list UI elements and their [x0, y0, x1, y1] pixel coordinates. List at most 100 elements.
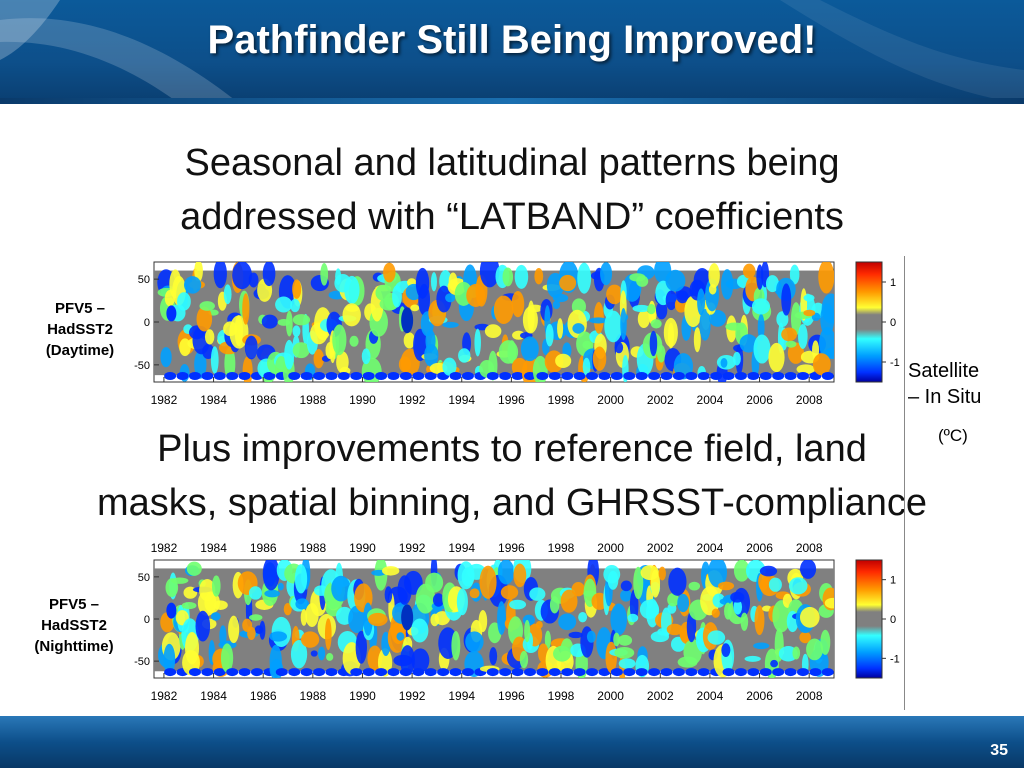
anomaly-patch [600, 262, 613, 286]
anomaly-patch [262, 262, 276, 287]
anomaly-patch [740, 612, 749, 631]
x-tick-label-top: 1986 [250, 541, 277, 555]
anomaly-patch [667, 593, 680, 607]
heatmap-field [154, 262, 834, 382]
strong-negative-anomaly [401, 307, 414, 334]
anomaly-patch [806, 638, 824, 661]
anomaly-patch [400, 645, 415, 676]
units-insitu: – In Situ [908, 386, 982, 408]
southern-edge-patch [511, 372, 524, 380]
anomaly-patch [244, 335, 258, 360]
y-tick-label: 50 [138, 274, 150, 286]
anomaly-patch [657, 345, 666, 363]
anomaly-patch [170, 577, 189, 584]
anomaly-patch [290, 298, 301, 313]
anomaly-patch [586, 630, 596, 643]
anomaly-patch [285, 310, 293, 337]
anomaly-patch [332, 324, 347, 356]
anomaly-patch [788, 577, 808, 595]
anomaly-patch [300, 631, 320, 648]
anomaly-patch [248, 272, 259, 288]
anomaly-patch [592, 346, 607, 371]
y-tick-label: -50 [134, 360, 150, 372]
southern-edge-patch [672, 372, 685, 380]
anomaly-patch [649, 330, 658, 357]
anomaly-patch [479, 565, 497, 599]
colorbar-tick-label: -1 [890, 653, 900, 665]
anomaly-patch [577, 262, 592, 294]
anomaly-patch [744, 655, 761, 662]
southern-edge-patch [660, 372, 673, 380]
southern-edge-patch [486, 668, 499, 677]
colorbar-units-label: Satellite – In Situ [908, 358, 981, 410]
anomaly-patch [199, 301, 215, 311]
anomaly-patch [261, 314, 278, 329]
anomaly-patch [620, 589, 632, 602]
anomaly-patch [720, 357, 728, 368]
southern-edge-patch [313, 668, 326, 677]
southern-edge-patch [685, 668, 698, 677]
vertical-divider [904, 256, 905, 710]
early-negative-anomaly [166, 602, 177, 619]
southern-edge-patch [188, 372, 201, 380]
anomaly-patch [436, 285, 452, 313]
anomaly-patch [177, 292, 191, 311]
anomaly-patch [160, 347, 172, 368]
nighttime-panel-label: PFV5 – HadSST2 (Nighttime) [12, 594, 136, 657]
southern-edge-patch [449, 372, 462, 380]
anomaly-patch [614, 646, 635, 659]
southern-edge-patch [710, 372, 723, 380]
x-tick-label: 2004 [697, 689, 724, 703]
units-satellite: Satellite [908, 360, 980, 382]
anomaly-patch [432, 593, 445, 607]
nighttime-label-3: (Nighttime) [34, 638, 114, 655]
anomaly-patch [469, 588, 480, 599]
x-tick-label: 1994 [448, 689, 475, 703]
anomaly-patch [277, 582, 284, 591]
anomaly-patch [497, 601, 506, 635]
anomaly-patch [582, 340, 592, 350]
anomaly-patch [555, 353, 572, 368]
anomaly-patch [732, 351, 741, 366]
anomaly-patch [544, 630, 551, 649]
anomaly-patch [568, 631, 583, 639]
anomaly-patch [500, 585, 519, 600]
anomaly-patch [572, 323, 585, 334]
anomaly-patch [434, 611, 451, 626]
southern-edge-patch [747, 372, 760, 380]
anomaly-patch [195, 610, 211, 642]
anomaly-patch [232, 262, 252, 290]
southern-edge-patch [610, 668, 623, 677]
southern-edge-patch [350, 668, 363, 677]
anomaly-patch [688, 581, 701, 591]
daytime-heatmap-chart: 50 0 -50 1982 1984 1986 1988 1990 1992 1994 1996 19… [134, 261, 900, 407]
southern-edge-patch [350, 372, 363, 380]
anomaly-patch [668, 567, 687, 596]
southern-edge-patch [325, 372, 338, 380]
anomaly-patch [553, 645, 571, 662]
southern-edge-patch [238, 372, 251, 380]
anomaly-patch [382, 566, 400, 576]
southern-edge-patch [561, 668, 574, 677]
southern-edge-patch [213, 372, 226, 380]
bullet-text-3: Plus improvements to reference field, la… [157, 428, 867, 470]
anomaly-patch [479, 262, 500, 288]
southern-edge-patch [697, 668, 710, 677]
x-tick-label: 2002 [647, 689, 674, 703]
southern-edge-patch [796, 372, 809, 380]
southern-edge-patch [362, 372, 375, 380]
slide-footer [0, 716, 1024, 768]
anomaly-patch [820, 629, 831, 655]
anomaly-patch [647, 303, 656, 315]
anomaly-patch [413, 328, 428, 362]
anomaly-patch [620, 580, 632, 592]
southern-edge-patch [300, 668, 313, 677]
bullet-line-2: Plus improvements to reference field, la… [0, 422, 1024, 530]
anomaly-patch [186, 561, 202, 576]
x-tick-label-top: 1982 [151, 541, 178, 555]
anomaly-patch [686, 611, 697, 643]
southern-edge-patch [226, 372, 239, 380]
x-tick-label: 1994 [448, 393, 475, 407]
southern-edge-patch [660, 668, 673, 677]
anomaly-patch [742, 263, 756, 279]
